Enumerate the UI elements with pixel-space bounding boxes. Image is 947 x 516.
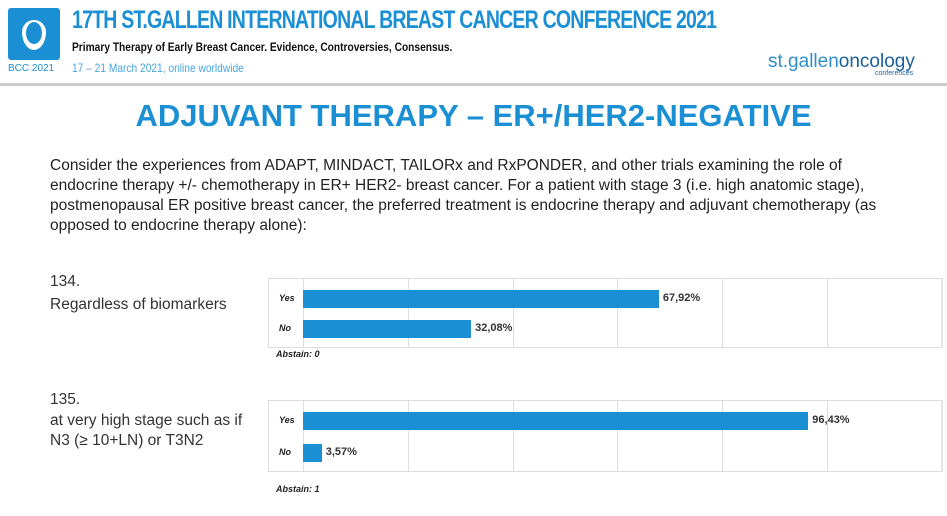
abstain-135: Abstain: 1 <box>276 484 320 494</box>
question-number-135: 135. <box>50 391 81 408</box>
gridline <box>827 279 828 347</box>
logo-label: BCC 2021 <box>8 63 55 74</box>
slide-title: ADJUVANT THERAPY – ER+/HER2-NEGATIVE <box>135 98 812 133</box>
gridline <box>512 401 514 471</box>
value-label: 96,43% <box>812 414 850 426</box>
gridline <box>722 279 724 347</box>
bar-yes <box>303 290 659 308</box>
chart-135: Yes 96,43% No 3,57% <box>268 400 943 472</box>
category-label: Yes <box>279 293 295 303</box>
conference-title: 17TH ST.GALLEN INTERNATIONAL BREAST CANC… <box>72 6 717 34</box>
value-label: 3,57% <box>325 446 357 458</box>
value-label: 32,08% <box>475 322 513 334</box>
gridline <box>722 401 724 471</box>
bar-yes <box>303 412 809 430</box>
bar-no <box>303 444 322 462</box>
brand-sub: conferences <box>875 70 914 77</box>
category-label: No <box>279 447 291 457</box>
header-divider <box>0 83 947 86</box>
conference-subtitle: Primary Therapy of Early Breast Cancer. … <box>72 40 453 54</box>
category-label: No <box>279 323 291 333</box>
abstain-134: Abstain: 0 <box>276 349 320 359</box>
gridline <box>617 279 619 347</box>
category-label: Yes <box>279 415 295 425</box>
gridline <box>303 279 304 347</box>
chart-134: Yes 67,92% No 32,08% <box>268 278 943 348</box>
question-title-135: at very high stage such as if N3 (≥ 10+L… <box>50 412 243 449</box>
gridline <box>827 401 828 471</box>
gridline <box>512 279 514 347</box>
question-text: Consider the experiences from ADAPT, MIN… <box>50 157 877 234</box>
question-title-134: Regardless of biomarkers <box>50 296 227 313</box>
brand-logo: st.gallenoncology <box>768 51 915 73</box>
bcc-logo <box>8 8 60 60</box>
brand-suffix: oncology <box>838 51 915 72</box>
question-number-134: 134. <box>50 273 81 290</box>
bar-no <box>303 320 472 338</box>
conference-date: 17 – 21 March 2021, online worldwide <box>72 61 244 75</box>
gridline <box>303 401 304 471</box>
gridline <box>407 401 409 471</box>
brand-prefix: st.gallen <box>768 51 839 72</box>
value-label: 67,92% <box>662 292 701 304</box>
gridline <box>617 401 619 471</box>
gridline <box>407 279 409 347</box>
